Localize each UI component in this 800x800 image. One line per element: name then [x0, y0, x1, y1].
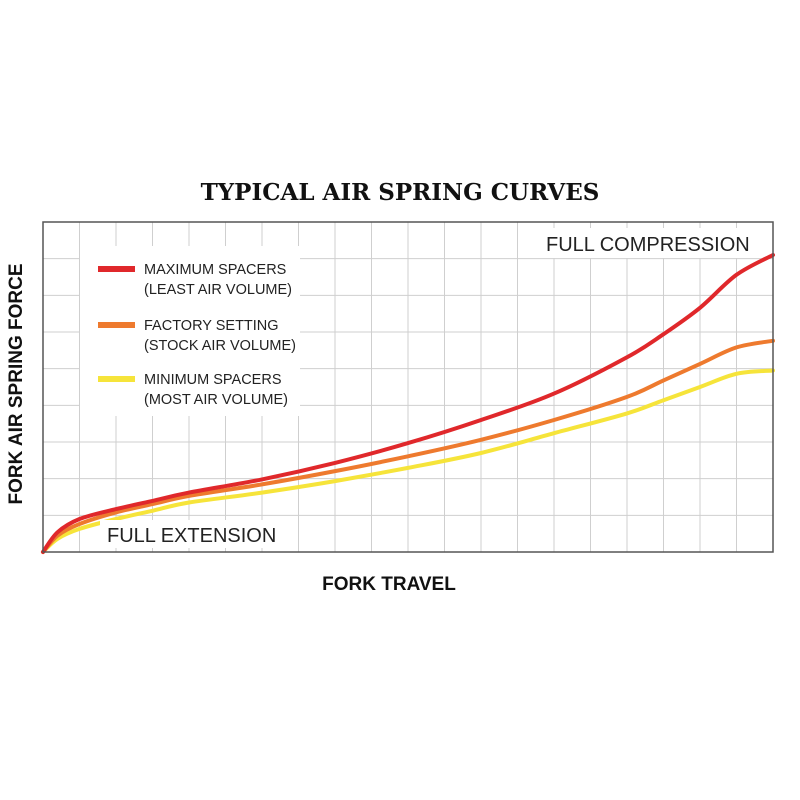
legend-label-maximum-spacers: MAXIMUM SPACERS: [144, 262, 286, 278]
chart-title: TYPICAL AIR SPRING CURVES: [201, 179, 600, 206]
series-line-factory-setting: [41, 338, 775, 554]
full-compression-label: FULL COMPRESSION: [546, 234, 750, 256]
legend-label-minimum-spacers: MINIMUM SPACERS: [144, 372, 282, 388]
legend-sublabel-minimum-spacers: (MOST AIR VOLUME): [144, 392, 288, 408]
full-extension-label-background: [100, 520, 282, 548]
full-compression-label-background: [540, 228, 752, 258]
legend-swatch-minimum-spacers: [98, 376, 135, 382]
plot-frame: [42, 221, 774, 553]
legend-background: [80, 246, 300, 416]
series-line-maximum-spacers: [41, 253, 775, 554]
legend-sublabel-maximum-spacers: (LEAST AIR VOLUME): [144, 282, 292, 298]
legend-swatch-factory-setting: [98, 322, 135, 328]
legend-sublabel-factory-setting: (STOCK AIR VOLUME): [144, 338, 296, 354]
y-axis-label: FORK AIR SPRING FORCE: [6, 263, 27, 504]
legend-label-factory-setting: FACTORY SETTING: [144, 318, 279, 334]
full-extension-label: FULL EXTENSION: [107, 525, 276, 547]
x-axis-label: FORK TRAVEL: [322, 574, 456, 595]
legend: MAXIMUM SPACERS (LEAST AIR VOLUME) FACTORY…: [98, 262, 296, 408]
legend-swatch-maximum-spacers: [98, 266, 135, 272]
